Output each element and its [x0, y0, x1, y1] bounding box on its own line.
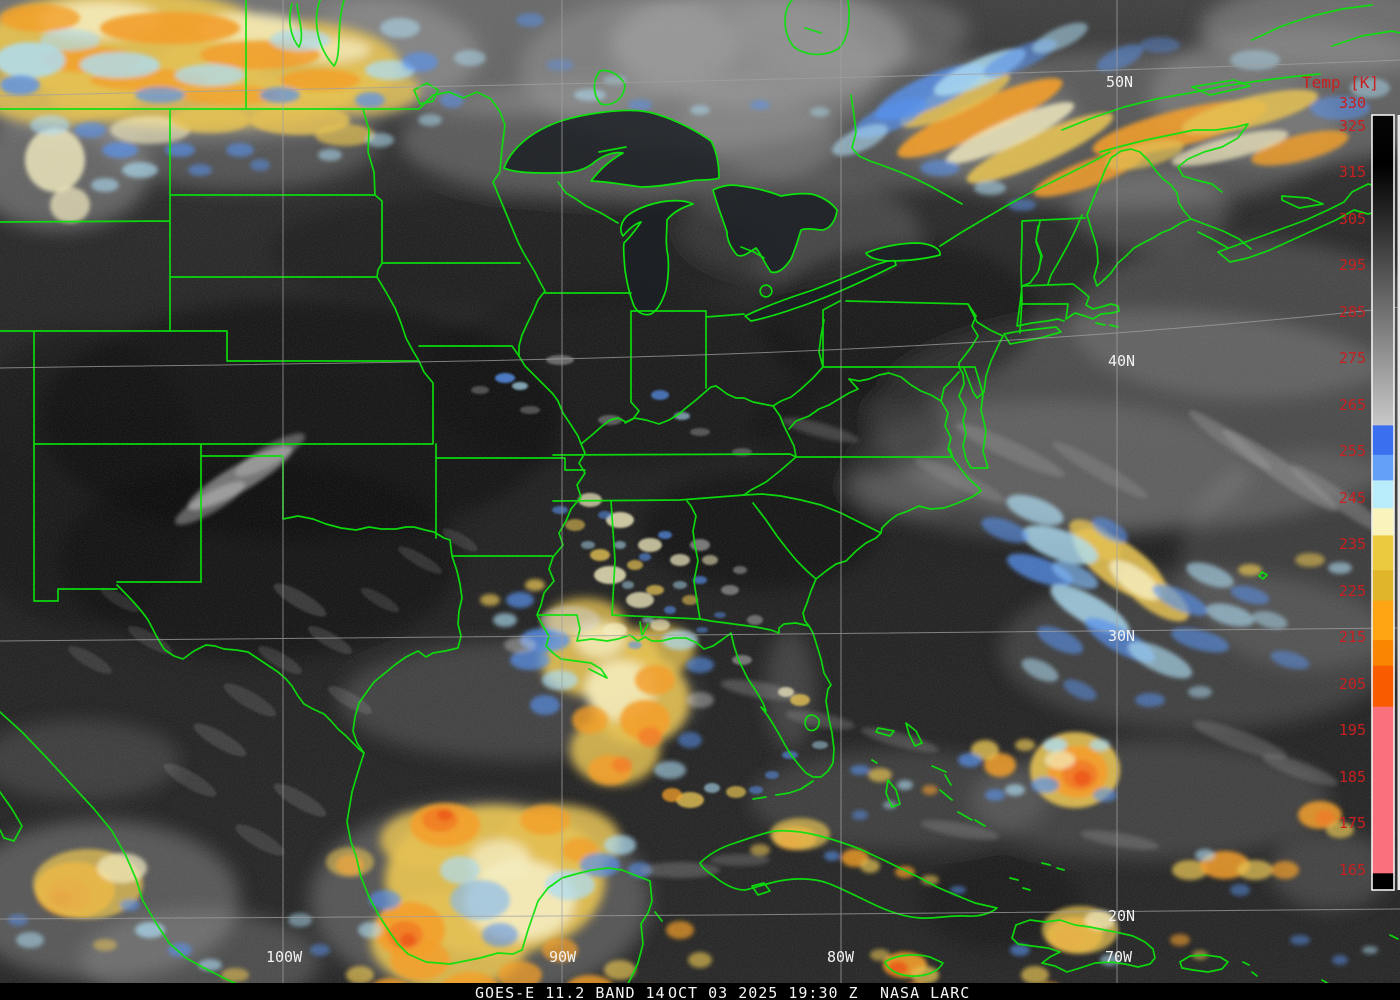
grat-label-90w: 90W [549, 948, 577, 966]
colorbar-title: Temp [K] [1302, 73, 1379, 92]
grat-label-50n: 50N [1106, 73, 1133, 91]
border-path-2 [435, 171, 953, 679]
grat-label-100w: 100W [266, 948, 303, 966]
colorbar-tick-305: 305 [1339, 210, 1366, 228]
colorbar-tick-275: 275 [1339, 349, 1366, 367]
grat-label-40n: 40N [1108, 352, 1135, 370]
colorbar-tick-215: 215 [1339, 628, 1366, 646]
colorbar-tick-255: 255 [1339, 442, 1366, 460]
grat-label-70w: 70W [1105, 948, 1133, 966]
border-path-3 [660, 448, 982, 800]
gridline-40n [0, 306, 1400, 369]
colorbar-tick-315: 315 [1339, 163, 1366, 181]
gridline-50n [0, 59, 1400, 97]
colorbar-tick-205: 205 [1339, 675, 1366, 693]
lake-outline-3 [744, 258, 897, 322]
caption-credit: NASA LARC [880, 984, 971, 1000]
graticule-labels: 50N 40N 30N 20N 100W 90W 80W 70W [266, 73, 1135, 966]
colorbar-tick-330: 330 [1339, 94, 1366, 112]
lake-outline-0 [503, 109, 720, 188]
lake-outline-1 [620, 199, 694, 316]
colorbar-tick-325: 325 [1339, 117, 1366, 135]
colorbar-tick-285: 285 [1339, 303, 1366, 321]
caption-product: GOES-E 11.2 BAND 14 [475, 984, 666, 1000]
border-path-1 [0, 108, 553, 754]
colorbar: Temp [K] 330 325 315 305 295 285 275 265 255 245 2… [1302, 73, 1400, 891]
colorbar-tick-235: 235 [1339, 535, 1366, 553]
colorbar-ticks: 330 325 315 305 295 285 275 265 255 245 235 225 215 2… [1339, 94, 1366, 879]
grat-label-80w: 80W [827, 948, 855, 966]
colorbar-tick-185: 185 [1339, 768, 1366, 786]
colorbar-tick-165: 165 [1339, 861, 1366, 879]
border-path-5 [0, 571, 1399, 983]
great-lakes-outlines [503, 109, 941, 322]
caption-timestamp: OCT 03 2025 19:30 Z [668, 984, 859, 1000]
lake-outline-2 [712, 184, 838, 274]
colorbar-tick-195: 195 [1339, 721, 1366, 739]
colorbar-tick-295: 295 [1339, 256, 1366, 274]
grat-label-30n: 30N [1108, 627, 1135, 645]
border-path-4 [772, 148, 1192, 469]
colorbar-tick-265: 265 [1339, 396, 1366, 414]
colorbar-tick-175: 175 [1339, 814, 1366, 832]
colorbar-edge-line [1397, 115, 1400, 890]
lake-outline-4 [865, 242, 941, 262]
colorbar-tick-245: 245 [1339, 489, 1366, 507]
caption-bar: GOES-E 11.2 BAND 14 OCT 03 2025 19:30 Z NA… [0, 983, 1400, 1000]
gridline-30n [0, 627, 1400, 642]
colorbar-scale [1371, 114, 1395, 891]
colorbar-tick-225: 225 [1339, 582, 1366, 600]
grat-label-20n: 20N [1108, 907, 1135, 925]
